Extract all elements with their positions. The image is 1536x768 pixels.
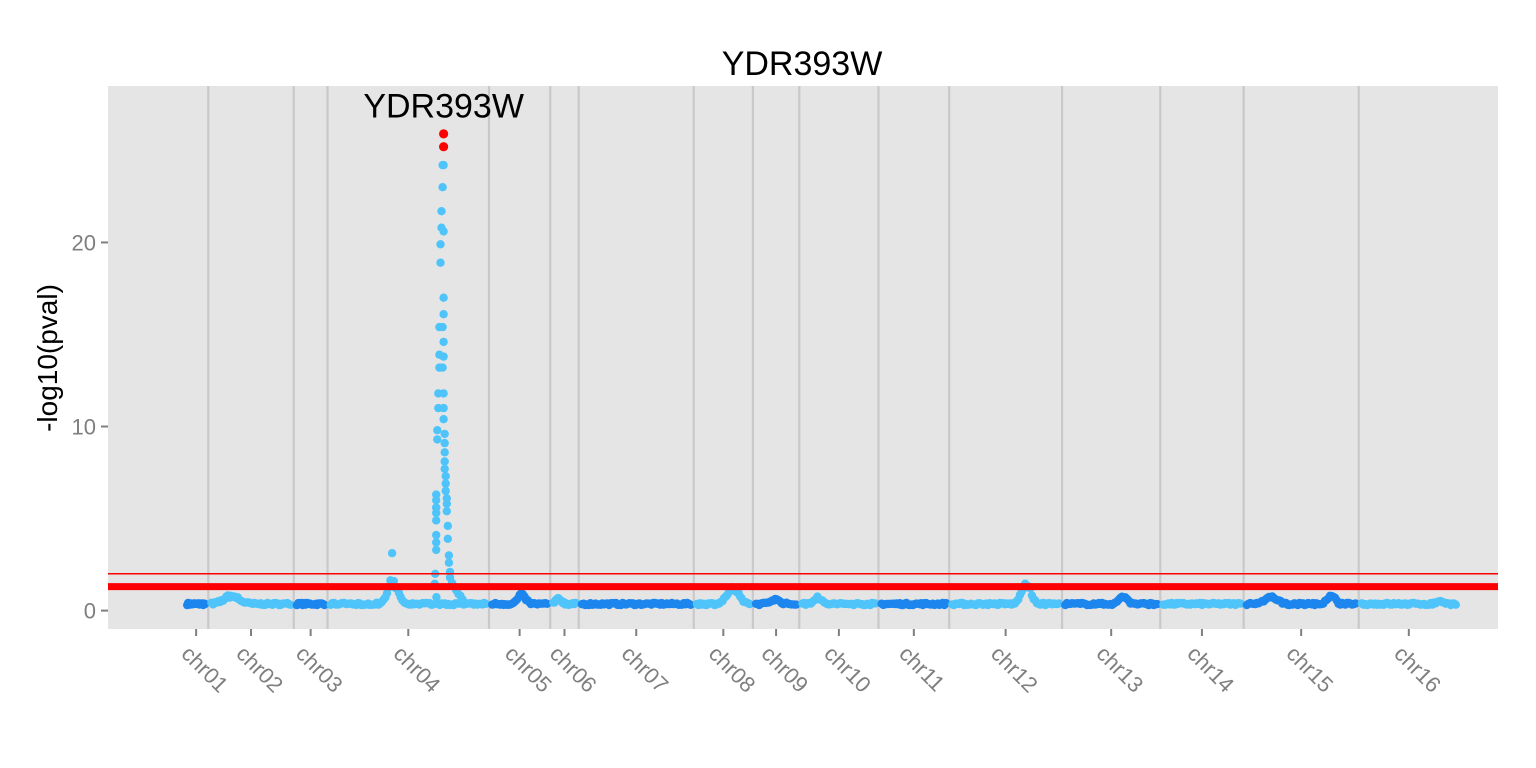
peak-point [439, 352, 448, 361]
x-tick-label: chr13 [1092, 641, 1149, 698]
peak-point [439, 227, 448, 236]
x-tick-label: chr12 [986, 641, 1043, 698]
peak-point [441, 472, 450, 481]
peak-point [440, 438, 449, 448]
threshold-lines [108, 573, 1498, 591]
plot-panel [108, 86, 1498, 629]
peak-point [439, 293, 448, 302]
peak-point [441, 486, 450, 496]
peak-point [440, 464, 449, 474]
peak-point [438, 363, 447, 372]
x-tick-label: chr08 [704, 641, 761, 698]
y-tick-label: 20 [72, 230, 96, 255]
peak-point [433, 426, 442, 435]
peak-point [458, 595, 467, 604]
point-chr04 [387, 549, 397, 558]
point-chr01 [200, 599, 210, 609]
peak-point [432, 545, 441, 555]
peak-point [432, 530, 441, 540]
peak-point [443, 521, 452, 531]
peak-annotation-label: YDR393W [363, 87, 524, 125]
peak-point [439, 160, 448, 170]
point-chr03 [320, 600, 329, 610]
x-tick-label: chr09 [757, 641, 814, 698]
point-chr02 [286, 600, 295, 609]
peak-point [436, 240, 445, 249]
highlight-points [439, 129, 449, 152]
point-chr04 [432, 593, 441, 602]
peak-point [432, 516, 441, 525]
peak-point [439, 403, 448, 413]
peak-point [436, 258, 445, 267]
peak-point [433, 435, 442, 444]
point-chr07 [686, 600, 695, 609]
peak-point [444, 558, 454, 567]
x-tick-label: chr16 [1389, 641, 1446, 698]
annotations: YDR393W [363, 87, 524, 125]
data-points [183, 160, 1461, 610]
peak-point [432, 538, 441, 547]
peak-point [439, 415, 448, 424]
peak-point [438, 322, 447, 332]
x-tick-label: chr07 [617, 641, 674, 698]
peak-point [432, 490, 441, 499]
point-chr11 [941, 598, 951, 608]
peak-point [439, 389, 448, 398]
peak-point [440, 429, 449, 439]
point-chr09 [791, 600, 801, 609]
x-tick-label: chr10 [819, 641, 876, 698]
x-tick-label: chr06 [545, 641, 602, 698]
y-axis: 0 10 20 [72, 230, 108, 624]
x-tick-label: chr01 [177, 641, 234, 698]
point-chr08 [745, 599, 754, 609]
chromosome-boundaries [207, 86, 1360, 629]
x-tick-label: chr04 [389, 641, 446, 698]
point-chr13 [1152, 599, 1162, 609]
peak-point [440, 457, 449, 466]
x-tick-label: chr05 [500, 641, 557, 698]
peak-point [437, 207, 446, 216]
peak-point [432, 503, 441, 512]
x-tick-label: chr14 [1182, 641, 1239, 698]
highlight-point [439, 129, 449, 139]
chart-title: YDR393W [722, 45, 883, 83]
y-tick-label: 0 [84, 599, 96, 624]
point-chr15 [1351, 599, 1360, 608]
peak-point [442, 499, 451, 508]
peak-point [444, 551, 454, 560]
point-chr10 [871, 599, 880, 608]
peak-point [439, 310, 448, 319]
point-chr12 [1054, 599, 1064, 608]
x-tick-label: chr03 [291, 641, 348, 698]
peak-point [441, 479, 450, 488]
highlight-point [439, 142, 449, 152]
x-tick-label: chr11 [894, 641, 949, 696]
point-chr14 [1236, 599, 1245, 608]
x-tick-label: chr15 [1282, 641, 1339, 698]
peak-point [443, 534, 452, 543]
point-chr06 [571, 598, 580, 608]
point-chr04 [481, 599, 490, 608]
peak-point [438, 183, 447, 192]
x-tick-label: chr02 [231, 641, 288, 698]
peak-point [440, 448, 449, 457]
point-chr05 [542, 599, 552, 608]
peak-point [439, 337, 448, 347]
point-chr16 [1451, 600, 1461, 609]
peak-point [442, 507, 451, 516]
y-tick-label: 10 [72, 415, 96, 440]
y-axis-label: -log10(pval) [32, 284, 63, 432]
